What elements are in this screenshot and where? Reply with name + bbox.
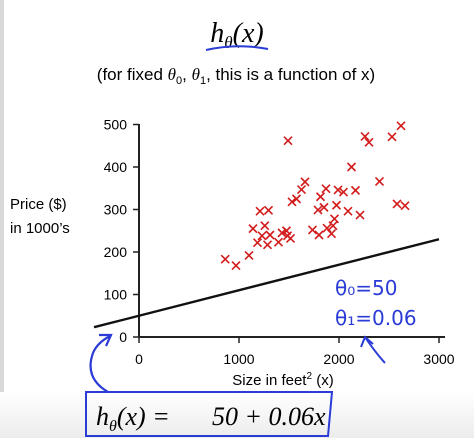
data-point (273, 237, 284, 247)
formula-lhs: hθ(x) = (96, 402, 170, 435)
data-point (343, 206, 353, 216)
data-point (355, 210, 365, 220)
formula-rhs: 50 + 0.06x (212, 402, 326, 431)
y-axis-label-line1: Price ($) (10, 196, 67, 213)
data-point (350, 185, 361, 195)
data-point (262, 240, 273, 250)
annotation-arrow-head (360, 335, 374, 348)
data-point (392, 199, 402, 209)
data-point (231, 261, 241, 271)
data-point (252, 238, 263, 248)
hypothesis-line (93, 238, 440, 329)
y-tick-label: 200 (104, 244, 128, 260)
page-left-rule (0, 0, 4, 438)
x-tick-label: 1000 (223, 351, 254, 367)
data-point (263, 205, 274, 215)
data-point (265, 230, 275, 240)
data-point (285, 233, 296, 243)
x-axis-label: Size in feet2 (x) (232, 371, 333, 389)
page-bottom-shade (0, 392, 474, 438)
data-point (338, 187, 349, 197)
data-point (248, 224, 258, 234)
data-point (300, 177, 310, 187)
data-point (287, 197, 297, 207)
data-point (374, 176, 385, 187)
data-point (331, 200, 342, 210)
data-point (291, 194, 302, 204)
data-point (326, 229, 337, 239)
intercept-arrow (89, 335, 111, 393)
data-point (328, 221, 338, 231)
y-tick-label: 500 (104, 117, 128, 133)
data-point (283, 136, 293, 146)
data-point (313, 205, 323, 215)
data-point (329, 214, 340, 224)
y-tick-label: 100 (104, 287, 128, 303)
data-point (315, 192, 326, 202)
x-tick-label: 2000 (323, 351, 354, 367)
y-tick-label: 400 (104, 159, 128, 175)
data-point (255, 206, 265, 216)
formula-box (85, 391, 334, 437)
x-tick-label: 3000 (423, 351, 454, 367)
theta0-annotation: θ₀=50 (335, 276, 397, 300)
data-point (364, 137, 374, 147)
title-underline (205, 45, 269, 51)
data-point (387, 132, 397, 142)
data-point (257, 231, 267, 241)
y-axis-label-line2: in 1000’s (10, 220, 70, 237)
data-point (321, 184, 331, 194)
data-point (277, 228, 287, 238)
intercept-arrow-head (99, 333, 113, 347)
data-point (296, 184, 307, 195)
data-point (346, 162, 357, 172)
data-point (400, 201, 410, 211)
data-point (314, 230, 324, 240)
data-point (307, 225, 318, 235)
data-point (360, 131, 370, 141)
x-tick-label: 0 (135, 351, 143, 367)
hypothesis-subtitle: (for fixed θ0, θ1, this is a function of… (97, 65, 375, 87)
data-point (396, 121, 406, 131)
data-point (333, 185, 343, 195)
theta1-annotation: θ₁=0.06 (335, 306, 417, 330)
data-point (260, 221, 270, 231)
data-point (220, 254, 230, 264)
y-tick-label: 300 (104, 202, 128, 218)
y-tick-label: 0 (119, 329, 127, 345)
data-point (244, 250, 254, 260)
data-point (319, 202, 329, 212)
